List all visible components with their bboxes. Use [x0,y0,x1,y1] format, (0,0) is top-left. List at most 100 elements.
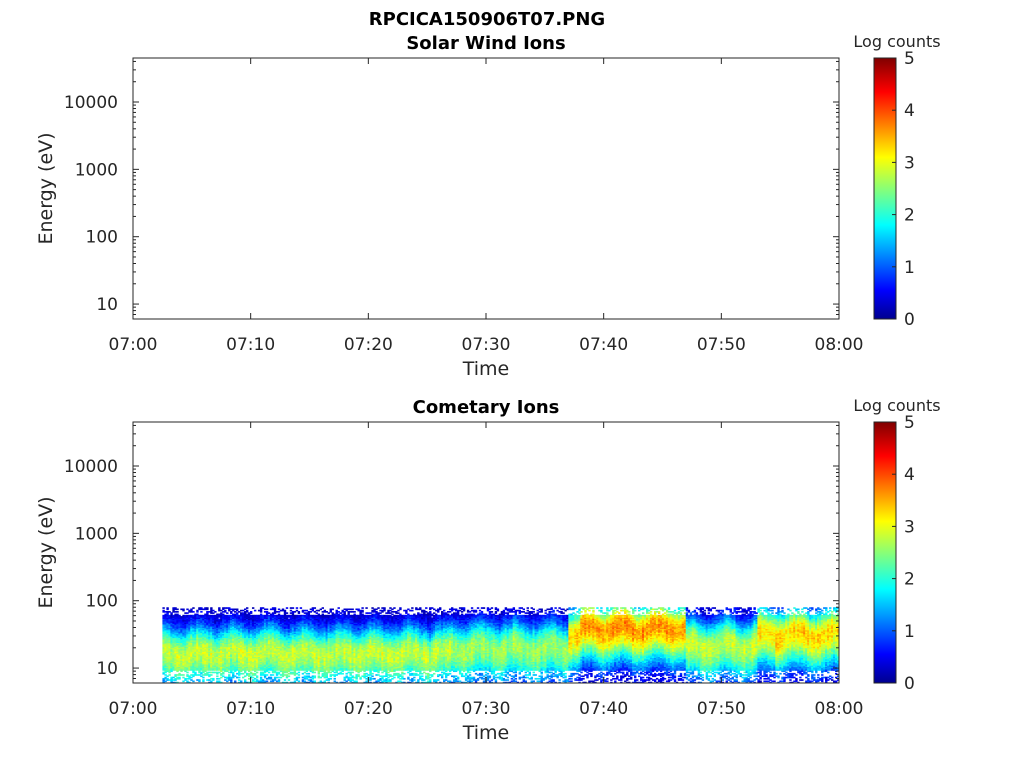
spectrogram-cell [176,626,179,628]
spectrogram-cell [255,621,259,623]
spectrogram-cell [164,661,167,664]
spectrogram-cell [267,612,271,614]
spectrogram-cell [188,633,191,636]
spectrogram-cell [164,652,167,655]
spectrogram-cell [174,653,177,656]
spectrogram-cell [192,645,195,647]
spectrogram-cell [202,608,205,611]
spectrogram-cell [236,652,239,655]
spectrogram-cell [204,659,207,661]
spectrogram-cell [190,616,193,618]
spectrogram-cell [186,643,189,646]
spectrogram-cell [178,676,181,679]
spectrogram-cell [261,666,265,669]
spectrogram-cell [265,669,269,671]
spectrogram-cell [198,652,201,655]
spectrogram-cell [224,664,227,666]
spectrogram-cell [220,650,223,652]
spectrogram-cell [216,680,219,683]
spectrogram-cell [194,624,197,627]
spectrogram-cell [222,665,225,667]
spectrogram-cell [245,628,249,631]
spectrogram-cell [166,622,169,625]
spectrogram-cell [228,619,231,622]
spectrogram-cell [172,631,175,633]
spectrogram-cell [216,613,219,616]
spectrogram-cell [242,609,245,612]
spectrogram-cell [261,660,265,662]
spectrogram-cell [259,641,263,643]
spectrogram-cell [196,624,199,627]
spectrogram-cell [224,660,227,662]
spectrogram-cell [236,657,239,660]
spectrogram-cell [162,656,165,659]
spectrogram-cell [196,653,199,656]
spectrogram-cell [194,628,197,631]
spectrogram-cell [186,616,189,618]
spectrogram-cell [184,629,187,632]
spectrogram-cell [234,636,237,638]
spectrogram-cell [194,622,197,625]
spectrogram-cell [208,611,211,613]
spectrogram-cell [247,652,251,655]
spectrogram-cell [253,664,257,666]
spectrogram-cell [164,637,167,640]
spectrogram-cell [265,680,269,683]
spectrogram-cell [245,647,249,650]
spectrogram-cell [232,629,235,632]
spectrogram-cell [172,666,175,669]
spectrogram-cell [190,650,193,652]
spectrogram-cell [245,667,249,670]
spectrogram-cell [240,643,243,646]
spectrogram-cell [216,666,219,669]
spectrogram-cell [271,617,275,619]
spectrogram-cell [275,627,279,630]
spectrogram-cell [240,651,243,654]
spectrogram-cell [255,653,259,656]
spectrogram-cell [228,645,231,647]
spectrogram-cell [257,637,261,640]
spectrogram-cell [186,632,189,635]
spectrogram-cell [212,666,215,669]
spectrogram-cell [253,624,257,627]
spectrogram-cell [244,631,247,633]
spectrogram-cell [174,631,177,633]
spectrogram-cell [269,635,273,637]
spectrogram-cell [234,643,237,646]
spectrogram-cell [244,637,247,640]
spectrogram-cell [214,623,217,626]
spectrogram-cell [172,652,175,655]
spectrogram-cell [174,617,177,619]
spectrogram-cell [226,641,229,643]
spectrogram-cell [247,617,251,619]
spectrogram-cell [172,667,175,670]
spectrogram-cell [180,618,183,621]
spectrogram-cell [255,636,259,638]
spectrogram-cell [247,661,251,664]
spectrogram-cell [172,664,175,666]
spectrogram-cell [259,609,263,612]
spectrogram-cell [164,622,167,625]
spectrogram-cell [180,624,183,627]
spectrogram-cell [210,652,213,655]
spectrogram-cell [214,647,217,650]
spectrogram-cell [259,674,263,676]
spectrogram-cell [168,616,171,618]
spectrogram-cell [234,627,237,630]
spectrogram-cell [174,669,177,671]
spectrogram-cell [247,648,251,651]
spectrogram-cell [208,633,211,636]
spectrogram-cell [200,622,203,625]
spectrogram-cell [238,662,241,665]
spectrogram-cell [166,629,169,632]
spectrogram-cell [265,662,269,665]
spectrogram-cell [162,633,165,636]
spectrogram-cell [184,666,187,669]
spectrogram-cell [263,627,267,630]
spectrogram-cell [184,624,187,627]
spectrogram-cell [178,629,181,632]
spectrogram-cell [206,666,209,669]
spectrogram-cell [212,637,215,640]
spectrogram-cell [184,647,187,650]
spectrogram-cell [245,623,249,626]
